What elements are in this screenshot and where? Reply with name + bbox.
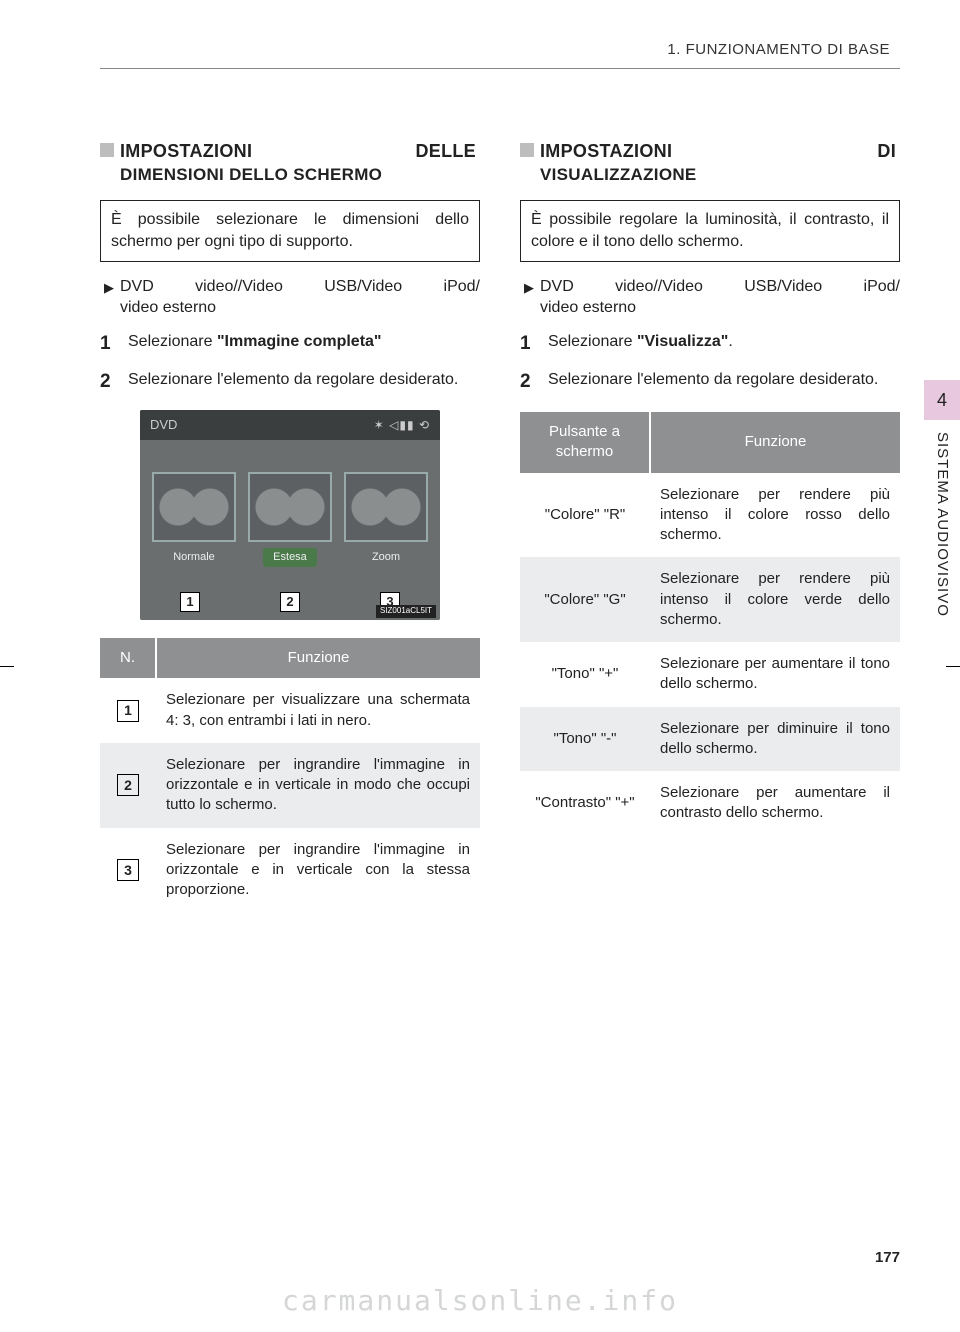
table-row: "Colore" "G" Selezionare per rendere più… xyxy=(520,557,900,642)
table-row: "Tono" "-" Selezionare per diminuire il … xyxy=(520,707,900,772)
chapter-chip: 4 xyxy=(924,380,960,420)
chapter-label: SISTEMA AUDIOVISIVO xyxy=(932,432,952,617)
status-icons: ✶ ◁▮▮ ⟲ xyxy=(374,417,430,433)
cell-func: Selezionare per ingrandire l'immagine in… xyxy=(156,828,480,913)
thumb-label: Normale xyxy=(173,548,215,567)
table-row: "Tono" "+" Selezionare per aumentare il … xyxy=(520,642,900,707)
callout-1: 1 xyxy=(180,592,200,612)
thumb-label: Estesa xyxy=(263,548,317,567)
crop-mark-icon xyxy=(946,666,960,667)
cell-button: "Tono" "+" xyxy=(520,642,650,707)
cell-func: Selezionare per aumentare il contrasto d… xyxy=(650,771,900,836)
heading-word: IMPOSTAZIONI xyxy=(120,139,252,163)
heading-word: IMPOSTAZIONI xyxy=(540,139,672,163)
media-types-line: ▶ DVD video//Video USB/Video iPod/ video… xyxy=(100,276,480,319)
cell-func: Selezionare per rendere più intenso il c… xyxy=(650,557,900,642)
device-screenshot: DVD ✶ ◁▮▮ ⟲ Normale Estesa Zoom xyxy=(140,410,440,620)
watermark: carmanualsonline.info xyxy=(0,1282,960,1320)
table-row: 2 Selezionare per ingrandire l'immagine … xyxy=(100,743,480,828)
step-text: Selezionare l'elemento da regolare desid… xyxy=(548,369,900,395)
cell-func: Selezionare per aumentare il tono dello … xyxy=(650,642,900,707)
cell-n: 3 xyxy=(100,828,156,913)
heading-word: DELLE xyxy=(415,139,476,163)
media-types-line: ▶ DVD video//Video USB/Video iPod/ video… xyxy=(520,276,900,319)
cell-button: "Contrasto" "+" xyxy=(520,771,650,836)
heading-text: IMPOSTAZIONI DI VISUALIZZAZIONE xyxy=(540,139,896,186)
step-number: 1 xyxy=(520,331,538,357)
screenshot-body: Normale Estesa Zoom xyxy=(140,440,440,590)
cell-func: Selezionare per diminuire il tono dello … xyxy=(650,707,900,772)
table-header-row: Pulsante a schermo Funzione xyxy=(520,412,900,473)
thumb-image xyxy=(248,472,332,542)
table-row: "Colore" "R" Selezionare per rendere più… xyxy=(520,473,900,558)
thumb-normale: Normale xyxy=(150,472,238,567)
cell-button: "Colore" "R" xyxy=(520,473,650,558)
table-header-row: N. Funzione xyxy=(100,638,480,678)
play-icon: ▶ xyxy=(524,279,534,319)
step-2: 2 Selezionare l'elemento da regolare des… xyxy=(520,369,900,395)
left-section-heading: IMPOSTAZIONI DELLE DIMENSIONI DELLO SCHE… xyxy=(100,139,480,186)
left-function-table: N. Funzione 1 Selezionare per visualizza… xyxy=(100,638,480,912)
step-number: 1 xyxy=(100,331,118,357)
step-number: 2 xyxy=(520,369,538,395)
step-1: 1 Selezionare "Immagine completa" xyxy=(100,331,480,357)
left-column: IMPOSTAZIONI DELLE DIMENSIONI DELLO SCHE… xyxy=(100,139,480,912)
callout-2: 2 xyxy=(280,592,300,612)
table-row: "Contrasto" "+" Selezionare per aumentar… xyxy=(520,771,900,836)
step-1: 1 Selezionare "Visualizza". xyxy=(520,331,900,357)
square-bullet-icon xyxy=(520,143,534,157)
screenshot-statusbar: DVD ✶ ◁▮▮ ⟲ xyxy=(140,410,440,440)
thumb-estesa: Estesa xyxy=(246,472,334,567)
bold-label: "Immagine completa" xyxy=(217,333,382,350)
step-text: Selezionare "Immagine completa" xyxy=(128,331,480,357)
screenshot-code: SIZ001aCL5IT xyxy=(376,605,436,618)
table-row: 3 Selezionare per ingrandire l'immagine … xyxy=(100,828,480,913)
step-text: Selezionare l'elemento da regolare desid… xyxy=(128,369,480,395)
cell-func: Selezionare per ingrandire l'immagine in… xyxy=(156,743,480,828)
cell-func: Selezionare per visualizzare una scherma… xyxy=(156,678,480,743)
two-column-layout: IMPOSTAZIONI DELLE DIMENSIONI DELLO SCHE… xyxy=(100,139,900,912)
square-bullet-icon xyxy=(100,143,114,157)
side-tab: 4 SISTEMA AUDIOVISIVO xyxy=(924,380,960,617)
media-types-text: DVD video//Video USB/Video iPod/ video e… xyxy=(120,276,480,319)
heading-line2: VISUALIZZAZIONE xyxy=(540,164,896,187)
thumb-image xyxy=(152,472,236,542)
crop-mark-icon xyxy=(0,666,14,667)
right-section-heading: IMPOSTAZIONI DI VISUALIZZAZIONE xyxy=(520,139,900,186)
manual-page: 1. FUNZIONAMENTO DI BASE IMPOSTAZIONI DE… xyxy=(0,0,960,1332)
thumb-zoom: Zoom xyxy=(342,472,430,567)
screenshot-title: DVD xyxy=(150,416,177,434)
cell-func: Selezionare per rendere più intenso il c… xyxy=(650,473,900,558)
col-func: Funzione xyxy=(156,638,480,678)
step-2: 2 Selezionare l'elemento da regolare des… xyxy=(100,369,480,395)
heading-line2: DIMENSIONI DELLO SCHERMO xyxy=(120,164,476,187)
right-column: IMPOSTAZIONI DI VISUALIZZAZIONE È possib… xyxy=(520,139,900,912)
thumb-image xyxy=(344,472,428,542)
step-text: Selezionare "Visualizza". xyxy=(548,331,900,357)
cell-button: "Tono" "-" xyxy=(520,707,650,772)
bold-label: "Visualizza" xyxy=(637,333,728,350)
right-function-table: Pulsante a schermo Funzione "Colore" "R"… xyxy=(520,412,900,836)
play-icon: ▶ xyxy=(104,279,114,319)
cell-n: 1 xyxy=(100,678,156,743)
media-types-text: DVD video//Video USB/Video iPod/ video e… xyxy=(540,276,900,319)
thumb-label: Zoom xyxy=(372,548,400,567)
col-button: Pulsante a schermo xyxy=(520,412,650,473)
cell-button: "Colore" "G" xyxy=(520,557,650,642)
header-rule xyxy=(100,68,900,69)
heading-word: DI xyxy=(877,139,896,163)
col-func: Funzione xyxy=(650,412,900,473)
heading-text: IMPOSTAZIONI DELLE DIMENSIONI DELLO SCHE… xyxy=(120,139,476,186)
col-n: N. xyxy=(100,638,156,678)
step-number: 2 xyxy=(100,369,118,395)
running-header: 1. FUNZIONAMENTO DI BASE xyxy=(100,40,900,60)
page-number: 177 xyxy=(875,1248,900,1268)
intro-box: È possibile regolare la luminosità, il c… xyxy=(520,200,900,261)
intro-box: È possibile selezionare le dimensioni de… xyxy=(100,200,480,261)
table-row: 1 Selezionare per visualizzare una scher… xyxy=(100,678,480,743)
cell-n: 2 xyxy=(100,743,156,828)
